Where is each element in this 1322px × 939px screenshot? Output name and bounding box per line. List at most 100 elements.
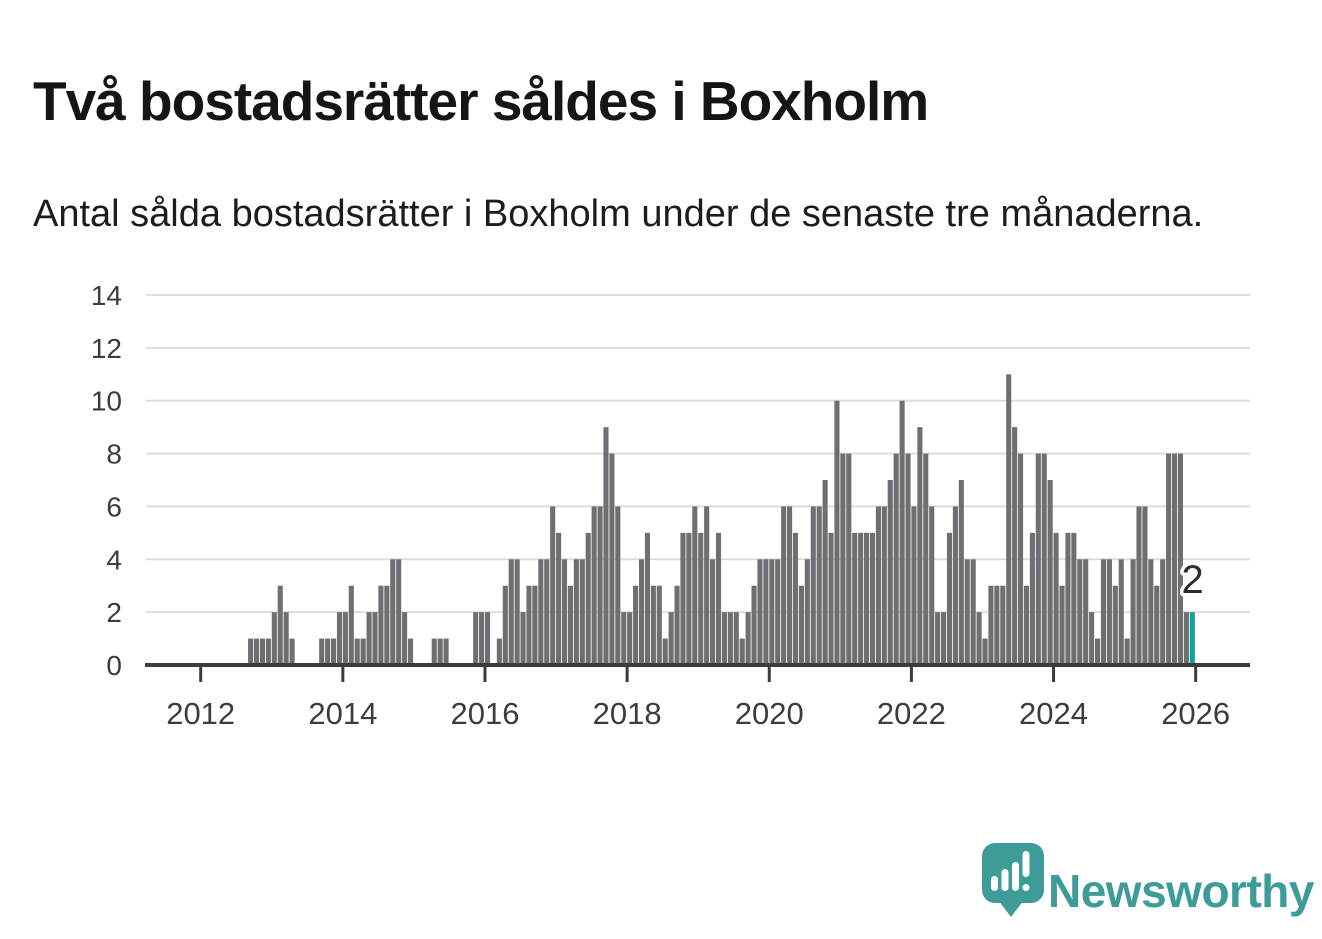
- month-bar: [970, 559, 976, 665]
- month-bar: [668, 612, 674, 665]
- month-bar: [496, 638, 502, 665]
- month-bar: [502, 585, 508, 665]
- month-bar: [739, 638, 745, 665]
- month-bar: [958, 480, 964, 665]
- month-bar: [816, 506, 822, 665]
- month-bar: [526, 585, 532, 665]
- month-bar: [769, 559, 775, 665]
- y-axis-tick-label: 14: [91, 280, 122, 311]
- month-bar: [929, 506, 935, 665]
- month-bar: [579, 559, 585, 665]
- month-bar: [1083, 559, 1089, 665]
- month-bar: [899, 400, 905, 665]
- month-bar: [1006, 374, 1012, 665]
- month-bar: [881, 506, 887, 665]
- month-bar: [704, 506, 710, 665]
- month-bar: [372, 612, 378, 665]
- month-bar: [852, 532, 858, 665]
- month-bar: [390, 559, 396, 665]
- month-bar: [1077, 559, 1083, 665]
- month-bar: [437, 638, 443, 665]
- month-bar: [911, 506, 917, 665]
- y-axis-tick-label: 4: [106, 544, 122, 575]
- month-bar: [751, 585, 757, 665]
- month-bar: [1089, 612, 1095, 665]
- month-bar: [935, 612, 941, 665]
- month-bar: [366, 612, 372, 665]
- month-bar: [1029, 532, 1035, 665]
- month-bar: [727, 612, 733, 665]
- month-bar: [864, 532, 870, 665]
- month-bar: [271, 612, 277, 665]
- month-bar: [402, 612, 408, 665]
- month-bar: [627, 612, 633, 665]
- month-bar: [384, 585, 390, 665]
- month-bar: [360, 638, 366, 665]
- y-axis-tick-label: 0: [106, 650, 122, 681]
- month-bar: [567, 585, 573, 665]
- month-bar: [1177, 453, 1184, 665]
- month-bar: [289, 638, 295, 665]
- y-axis-tick-label: 8: [106, 439, 122, 470]
- month-bar: [680, 532, 686, 665]
- month-bar: [336, 612, 343, 665]
- month-bar: [650, 585, 656, 665]
- chart-subtitle: Antal sålda bostadsrätter i Boxholm unde…: [33, 193, 1204, 235]
- month-bar: [473, 612, 479, 665]
- x-axis-tick-label: 2016: [450, 696, 519, 731]
- month-bar: [733, 612, 739, 665]
- month-bar: [325, 638, 331, 665]
- month-bar: [265, 638, 271, 665]
- month-bar: [698, 532, 704, 665]
- month-bar: [787, 506, 793, 665]
- month-bar: [1166, 453, 1172, 665]
- month-bar: [745, 612, 751, 665]
- month-bar: [834, 400, 840, 665]
- month-bar: [1100, 559, 1107, 665]
- month-bar: [532, 585, 538, 665]
- month-bar: [407, 638, 414, 665]
- x-axis-tick-label: 2014: [308, 696, 377, 731]
- sold-condos-bar-chart: 0 2 4 6 8 10 12 14 2012 2014 2016 2018 2020 2022 2024 2…: [91, 280, 1250, 731]
- month-bar: [1183, 612, 1189, 665]
- month-bar: [544, 559, 550, 665]
- month-bar: [923, 453, 929, 665]
- month-bar: [846, 453, 852, 665]
- month-bar: [994, 585, 1000, 665]
- month-bar: [964, 559, 970, 665]
- month-bar: [277, 585, 283, 665]
- month-bar: [1071, 532, 1077, 665]
- month-bar: [887, 480, 893, 665]
- month-bar: [561, 559, 568, 665]
- y-axis-tick-label: 6: [106, 491, 122, 522]
- month-bar: [254, 638, 260, 665]
- month-bar: [875, 506, 881, 665]
- month-bar: [573, 559, 579, 665]
- month-bar: [1130, 559, 1136, 665]
- month-bar: [585, 532, 591, 665]
- month-bar: [1023, 585, 1030, 665]
- month-bar: [1035, 453, 1041, 665]
- month-bar: [1059, 585, 1065, 665]
- last-value-annotation: 2: [1182, 558, 1204, 602]
- month-bar: [1112, 585, 1118, 665]
- month-bar: [804, 559, 810, 665]
- x-axis-tick-label: 2012: [166, 696, 235, 731]
- month-bar: [1124, 638, 1130, 665]
- month-bar: [798, 585, 804, 665]
- month-bar: [858, 532, 864, 665]
- month-bar: [609, 453, 615, 665]
- newsworthy-logo-icon: [982, 843, 1044, 917]
- month-bar: [396, 559, 402, 665]
- month-bar: [514, 559, 520, 665]
- newsworthy-brand-text: Newsworthy: [1048, 865, 1314, 917]
- month-bar: [331, 638, 337, 665]
- x-axis-line: [145, 663, 1250, 667]
- x-axis-tick-label: 2022: [877, 696, 946, 731]
- month-bar: [1095, 638, 1101, 665]
- month-bar: [893, 453, 899, 665]
- month-bar: [248, 638, 254, 665]
- month-bar: [259, 638, 266, 665]
- x-axis-tick-label: 2020: [735, 696, 804, 731]
- month-bar: [1160, 559, 1166, 665]
